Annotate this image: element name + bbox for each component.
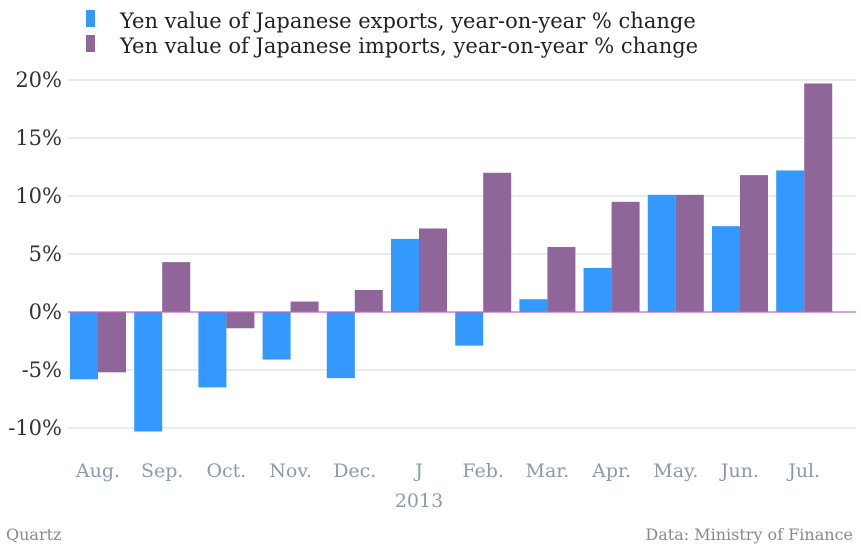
bar-imports xyxy=(611,201,640,312)
bar-imports xyxy=(354,289,383,312)
bar-exports xyxy=(712,226,740,312)
bar-exports xyxy=(776,170,805,312)
x-axis-year-label: 2013 xyxy=(395,490,443,512)
bar-imports xyxy=(98,312,126,373)
y-tick-label: 20% xyxy=(15,68,62,92)
bar-exports xyxy=(198,312,227,388)
y-tick-label: 0% xyxy=(29,300,62,324)
y-tick-label: 15% xyxy=(15,126,62,150)
bar-exports xyxy=(262,312,291,360)
y-tick-label: -10% xyxy=(8,416,62,440)
bar-imports xyxy=(547,247,576,312)
bar-exports xyxy=(583,267,612,312)
legend-label-exports: Yen value of Japanese exports, year-on-y… xyxy=(119,9,696,33)
x-tick-label: May. xyxy=(653,460,698,482)
footer-source-right: Data: Ministry of Finance xyxy=(645,525,853,544)
bars xyxy=(70,83,833,432)
x-tick-label: J xyxy=(413,460,423,482)
bar-exports xyxy=(455,312,484,346)
x-tick-label: Dec. xyxy=(333,460,376,482)
bar-imports xyxy=(675,194,704,312)
x-tick-label: Nov. xyxy=(269,460,312,482)
x-tick-label: Jul. xyxy=(786,460,820,482)
x-axis: Aug. Sep. Oct. Nov. Dec. J Feb. Mar. Apr. May. Jun… xyxy=(75,460,820,482)
legend-swatch-exports xyxy=(86,10,95,27)
bar-imports xyxy=(740,175,768,312)
y-tick-label: 5% xyxy=(29,242,62,266)
bar-exports xyxy=(134,312,163,432)
legend-label-imports: Yen value of Japanese imports, year-on-y… xyxy=(119,34,698,58)
bar-imports xyxy=(162,262,191,312)
bar-imports xyxy=(290,301,319,312)
bar-exports xyxy=(326,312,355,379)
x-tick-label: Jun. xyxy=(719,460,759,482)
footer-source-left: Quartz xyxy=(6,525,61,544)
bar-exports xyxy=(647,194,676,312)
legend-swatch-imports xyxy=(86,35,95,52)
x-tick-label: Oct. xyxy=(206,460,246,482)
bar-exports xyxy=(391,238,419,312)
x-tick-label: Feb. xyxy=(462,460,504,482)
x-tick-label: Mar. xyxy=(525,460,569,482)
bar-imports xyxy=(804,83,833,312)
y-axis: 20% 15% 10% 5% 0% -5% -10% xyxy=(8,68,62,440)
bar-imports xyxy=(226,312,255,329)
x-tick-label: Apr. xyxy=(591,460,631,482)
bar-imports xyxy=(419,228,447,312)
bar-exports xyxy=(70,312,98,380)
y-tick-label: 10% xyxy=(15,184,62,208)
bar-imports xyxy=(483,172,512,312)
y-tick-label: -5% xyxy=(22,358,62,382)
x-tick-label: Sep. xyxy=(141,460,183,482)
legend: Yen value of Japanese exports, year-on-y… xyxy=(86,9,698,58)
x-tick-label: Aug. xyxy=(75,460,120,482)
bar-exports xyxy=(519,299,548,312)
